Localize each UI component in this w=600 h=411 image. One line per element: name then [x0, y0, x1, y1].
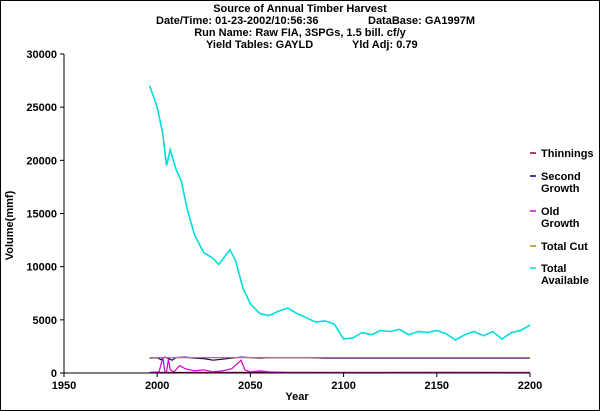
x-tick-label: 2150	[425, 380, 449, 392]
x-tick-label: 1950	[52, 380, 76, 392]
x-tick-label: 2000	[145, 380, 169, 392]
yield-tables-label: Yield Tables: GAYLD	[206, 39, 314, 51]
series-line-total-available	[148, 85, 531, 341]
y-axis-title: Volume(mmf)	[4, 190, 16, 260]
yld-adj-label: Yld Adj: 0.79	[352, 39, 418, 51]
legend-label-total-available: Available	[541, 275, 589, 287]
legend-label-total-cut: Total Cut	[541, 241, 588, 253]
y-tick-label: 30000	[26, 49, 57, 61]
x-tick-label: 2200	[518, 380, 542, 392]
series-line-old-growth	[149, 356, 530, 374]
legend-label-total-available: Total	[541, 263, 566, 275]
datetime-label: Date/Time: 01-23-2002/10:56:36	[156, 15, 319, 27]
axes: 0 5000 10000 15000 20000 25000 30000 1950 2000 20…	[4, 49, 542, 403]
plot-lines	[148, 85, 531, 374]
y-tick-label: 25000	[26, 102, 57, 114]
legend-label-second-growth: Growth	[541, 183, 580, 195]
x-tick-label: 2100	[331, 380, 355, 392]
legend-label-thinnings: Thinnings	[541, 148, 594, 160]
database-label: DataBase: GA1997M	[368, 15, 475, 27]
legend-label-second-growth: Second	[541, 171, 581, 183]
y-tick-label: 15000	[26, 209, 57, 221]
y-tick-label: 20000	[26, 155, 57, 167]
chart-title: Source of Annual Timber Harvest	[213, 3, 387, 15]
y-tick-label: 10000	[26, 262, 57, 274]
legend-label-old-growth: Growth	[541, 218, 580, 230]
run-name-label: Run Name: Raw FIA, 3SPGs, 1.5 bill. cf/y	[194, 27, 406, 39]
x-axis-title: Year	[285, 391, 309, 403]
y-tick-label: 5000	[33, 315, 57, 327]
y-tick-label: 0	[51, 368, 57, 380]
legend-label-old-growth: Old	[541, 206, 559, 218]
x-tick-label: 2050	[238, 380, 262, 392]
